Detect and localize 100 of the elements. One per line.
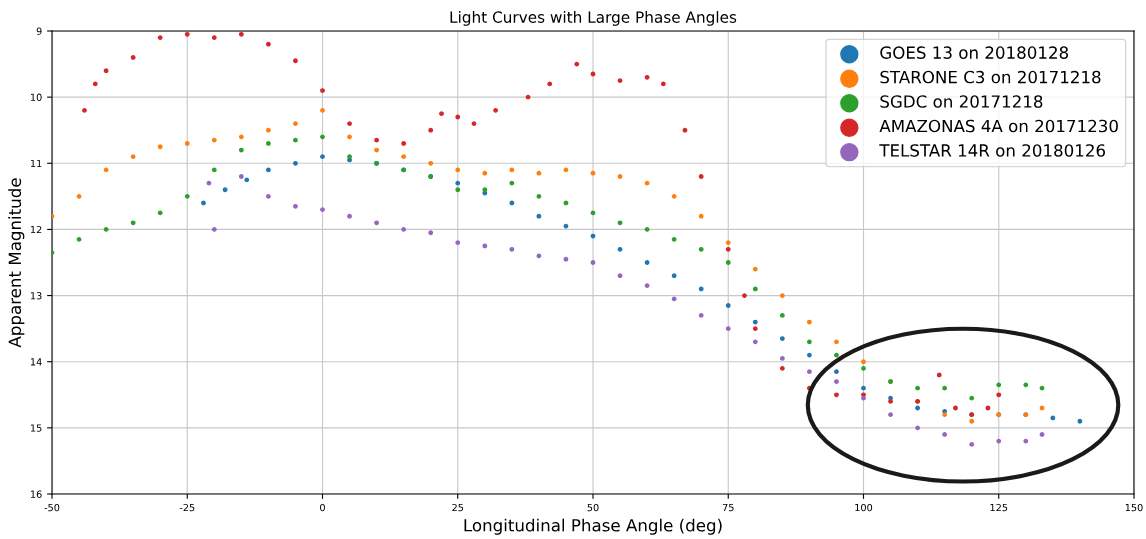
y-tick-label: 11 — [30, 159, 42, 167]
point — [617, 273, 623, 279]
point — [969, 418, 975, 424]
point — [184, 31, 190, 37]
point — [130, 220, 136, 226]
point — [374, 147, 379, 153]
point — [752, 339, 758, 345]
point — [861, 359, 866, 365]
point — [985, 405, 991, 411]
point — [725, 326, 731, 332]
point — [969, 441, 975, 447]
y-tick-label: 10 — [30, 93, 42, 101]
point — [320, 154, 325, 160]
point — [779, 365, 785, 371]
point — [428, 160, 434, 166]
point — [211, 137, 217, 143]
legend-label: GOES 13 on 20180128 — [880, 46, 1069, 59]
point — [266, 41, 271, 47]
point — [834, 392, 839, 398]
point — [157, 210, 163, 216]
point — [861, 365, 866, 371]
point — [293, 203, 298, 209]
point — [401, 141, 407, 146]
point — [752, 319, 758, 325]
point — [617, 174, 623, 179]
point — [201, 200, 206, 206]
x-tick-label: 75 — [722, 504, 734, 512]
point — [266, 167, 271, 173]
point — [293, 137, 298, 143]
point — [103, 68, 109, 74]
point — [779, 356, 785, 361]
point — [698, 213, 704, 219]
point — [942, 432, 948, 437]
point — [206, 180, 212, 186]
point — [698, 286, 704, 292]
legend-label: SGDC on 20171218 — [880, 95, 1043, 108]
point — [509, 180, 515, 186]
point — [455, 240, 461, 246]
x-tick-label: 150 — [1125, 503, 1143, 512]
point — [752, 326, 758, 332]
point — [103, 167, 109, 173]
point — [103, 227, 109, 232]
point — [807, 352, 812, 358]
point — [455, 187, 461, 193]
y-tick-label: 16 — [30, 490, 42, 498]
legend-label: TELSTAR 14R on 20180126 — [879, 144, 1106, 157]
point — [320, 134, 325, 140]
point — [347, 121, 352, 126]
point — [455, 180, 461, 186]
point — [76, 236, 82, 242]
point — [401, 154, 407, 160]
point — [211, 35, 217, 41]
point — [942, 385, 948, 391]
point — [915, 405, 920, 411]
point — [320, 207, 325, 212]
chart-title: Light Curves with Large Phase Angles — [450, 11, 737, 26]
point — [590, 170, 596, 176]
x-tick-label: 50 — [587, 503, 599, 512]
point — [644, 283, 650, 289]
point — [1039, 432, 1045, 437]
point — [1050, 415, 1056, 421]
point — [563, 256, 569, 262]
point — [222, 187, 228, 193]
point — [76, 193, 82, 199]
point — [1077, 418, 1083, 424]
point — [807, 339, 812, 345]
point — [428, 230, 434, 236]
point — [725, 303, 731, 308]
point — [509, 167, 515, 173]
point — [660, 81, 666, 87]
point — [509, 246, 515, 252]
point — [590, 260, 596, 265]
point — [293, 58, 298, 64]
point — [211, 227, 217, 232]
point — [590, 233, 596, 239]
point — [888, 399, 893, 404]
point — [617, 220, 623, 226]
point — [779, 336, 785, 341]
point — [455, 167, 461, 173]
point — [698, 246, 704, 252]
point — [644, 180, 650, 186]
point — [725, 246, 731, 252]
point — [493, 107, 499, 113]
point — [547, 81, 553, 87]
point — [509, 200, 515, 206]
point — [807, 319, 812, 325]
point — [82, 107, 87, 113]
point — [266, 193, 271, 199]
point — [266, 141, 271, 146]
point — [347, 213, 352, 219]
point — [936, 372, 942, 378]
point — [482, 170, 488, 176]
point — [644, 260, 650, 265]
point — [834, 379, 839, 384]
point — [482, 243, 488, 249]
x-tick-label: 0 — [320, 503, 325, 512]
point — [953, 405, 958, 411]
point — [671, 193, 677, 199]
point — [834, 352, 839, 358]
point — [471, 121, 477, 126]
